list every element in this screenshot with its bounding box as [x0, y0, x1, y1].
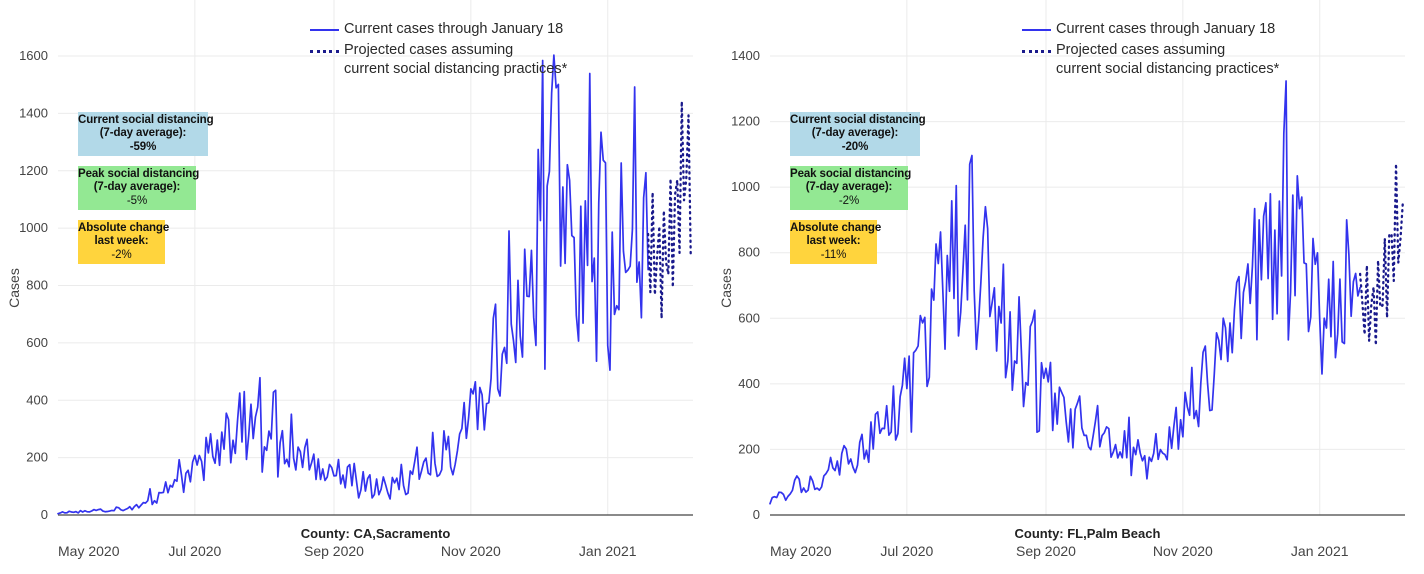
- svg-text:800: 800: [738, 245, 760, 260]
- svg-text:600: 600: [738, 310, 760, 325]
- svg-text:400: 400: [26, 392, 48, 407]
- svg-text:Jan 2021: Jan 2021: [1291, 543, 1349, 559]
- svg-text:Sep 2020: Sep 2020: [304, 543, 364, 559]
- svg-text:Sep 2020: Sep 2020: [1016, 543, 1076, 559]
- svg-text:400: 400: [738, 376, 760, 391]
- svg-text:1000: 1000: [19, 220, 48, 235]
- svg-text:County: FL,Palm Beach: County: FL,Palm Beach: [1015, 526, 1161, 541]
- svg-text:1400: 1400: [731, 48, 760, 63]
- svg-text:Nov 2020: Nov 2020: [441, 543, 501, 559]
- svg-text:200: 200: [26, 450, 48, 465]
- svg-text:May 2020: May 2020: [770, 543, 832, 559]
- svg-text:Nov 2020: Nov 2020: [1153, 543, 1213, 559]
- svg-text:0: 0: [41, 507, 48, 522]
- svg-text:Jan 2021: Jan 2021: [579, 543, 637, 559]
- svg-text:1200: 1200: [731, 114, 760, 129]
- svg-text:1000: 1000: [731, 179, 760, 194]
- svg-text:800: 800: [26, 278, 48, 293]
- svg-text:May 2020: May 2020: [58, 543, 120, 559]
- svg-text:Jul 2020: Jul 2020: [880, 543, 933, 559]
- svg-text:1400: 1400: [19, 105, 48, 120]
- svg-text:0: 0: [753, 507, 760, 522]
- svg-text:1200: 1200: [19, 163, 48, 178]
- svg-text:600: 600: [26, 335, 48, 350]
- svg-text:Jul 2020: Jul 2020: [168, 543, 221, 559]
- svg-text:County: CA,Sacramento: County: CA,Sacramento: [301, 526, 451, 541]
- svg-text:1600: 1600: [19, 48, 48, 63]
- svg-text:200: 200: [738, 441, 760, 456]
